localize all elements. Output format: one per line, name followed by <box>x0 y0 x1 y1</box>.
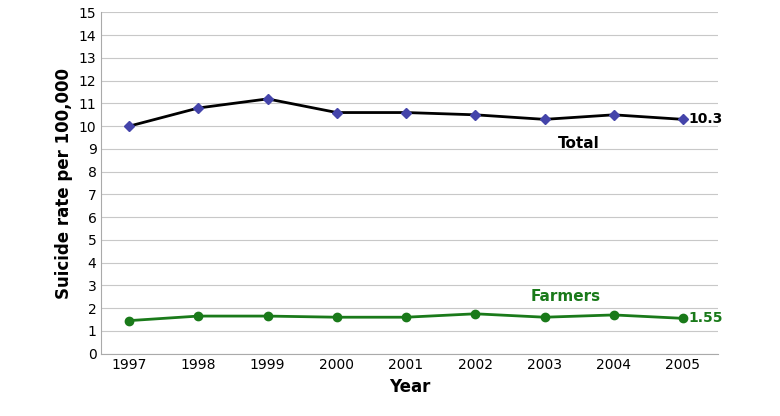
Text: 1.55: 1.55 <box>689 311 723 325</box>
Text: Total: Total <box>558 136 600 151</box>
X-axis label: Year: Year <box>388 378 431 396</box>
Y-axis label: Suicide rate per 100,000: Suicide rate per 100,000 <box>55 67 73 299</box>
Text: Farmers: Farmers <box>530 289 601 304</box>
Text: 10.3: 10.3 <box>689 112 723 126</box>
